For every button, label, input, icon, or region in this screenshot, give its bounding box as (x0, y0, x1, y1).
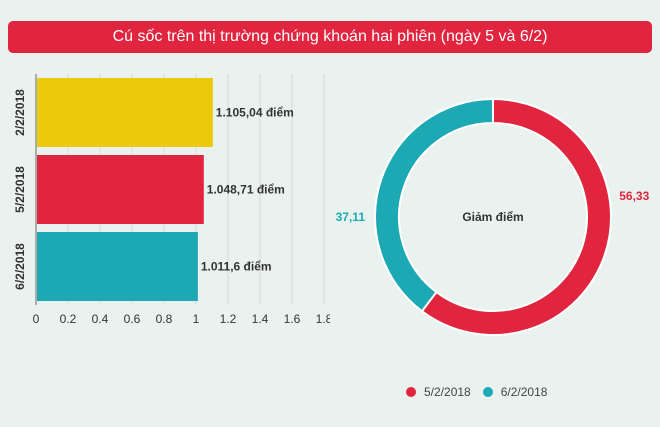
bar (37, 155, 204, 224)
legend-label-6-2: 6/2/2018 (500, 385, 548, 399)
x-tick-label: 0.4 (92, 312, 109, 326)
x-tick-label: 0.2 (60, 312, 77, 326)
bar (37, 78, 213, 147)
bar-chart: 0 0.2 0.4 0.6 0.8 1 1.2 1.4 1.6 1.8 1.105,04 điểm 2… (13, 74, 330, 326)
chart-title: Cú sốc trên thị trường chứng khoán hai p… (8, 21, 652, 53)
legend-swatch-5-2 (406, 387, 416, 397)
legend-item-6-2: 6/2/2018 (482, 385, 548, 399)
x-tick-label: 1 (193, 312, 200, 326)
x-tick-label: 1.2 (220, 312, 237, 326)
category-label: 2/2/2018 (13, 89, 27, 136)
donut-center-label: Giảm điểm (462, 210, 523, 224)
x-tick-label: 1.8 (316, 312, 330, 326)
donut-slice (374, 97, 494, 313)
legend-label-5-2: 5/2/2018 (424, 385, 471, 399)
donut-data-label: 56,33 (619, 189, 649, 203)
bar (37, 232, 198, 301)
bar-data-label: 1.105,04 điểm (216, 106, 294, 120)
x-tick-label: 0.6 (124, 312, 141, 326)
x-tick-label: 1.6 (284, 312, 301, 326)
legend-swatch-6-2 (482, 387, 493, 397)
x-tick-label: 1.4 (252, 312, 269, 326)
legend-item-5-2: 5/2/2018 (406, 385, 471, 399)
donut-chart: 56,33 37,11 Giảm điểm (336, 97, 650, 336)
category-label: 6/2/2018 (13, 243, 27, 290)
x-tick-label: 0.8 (156, 312, 173, 326)
x-tick-label: 0 (33, 312, 40, 326)
category-label: 5/2/2018 (13, 166, 27, 213)
donut-legend: 5/2/2018 6/2/2018 (406, 385, 559, 399)
donut-data-label: 37,11 (336, 210, 366, 224)
donut-slice (420, 97, 612, 336)
bar-data-label: 1.011,6 điểm (201, 260, 272, 274)
bar-data-label: 1.048,71 điểm (207, 183, 285, 197)
